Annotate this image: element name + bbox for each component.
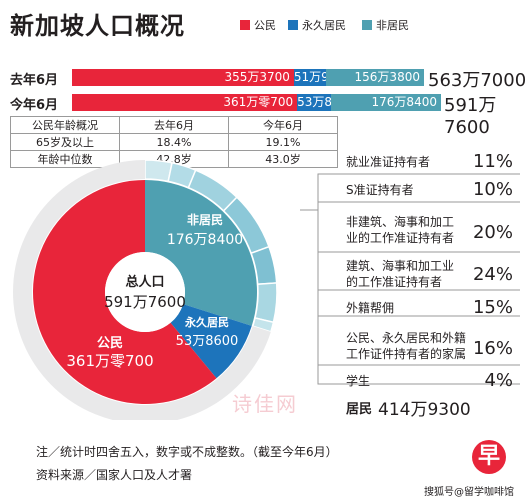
bar-segment-citizens: 355万3700 xyxy=(72,69,294,86)
table-cell: 19.1% xyxy=(228,133,338,151)
breakdown-label: 外籍帮佣 xyxy=(346,301,395,315)
bar-row-label: 今年6月 xyxy=(10,98,59,113)
table-cell: 65岁及以上 xyxy=(10,133,120,151)
population-donut-chart: 总人口 591万7600 非居民 176万8400 永久居民 53万8600 公… xyxy=(13,160,278,420)
breakdown-pct: 10% xyxy=(472,179,513,200)
footer-credit: 搜狐号@留学咖啡馆 xyxy=(424,487,514,498)
breakdown-pct: 11% xyxy=(472,151,513,172)
connector-line xyxy=(300,201,520,211)
connector-line xyxy=(300,209,520,385)
breakdown-label: 学生 xyxy=(346,374,371,388)
table-cell: 年龄中位数 xyxy=(10,150,120,168)
table-header-row: 公民年龄概况 去年6月 今年6月 xyxy=(10,116,338,134)
nonres-breakdown-ring xyxy=(13,160,278,420)
donut-slice-pr xyxy=(170,304,252,379)
donut-value-pr: 53万8600 xyxy=(176,334,239,349)
donut-center-value: 591万7600 xyxy=(104,293,186,311)
breakdown-pct: 4% xyxy=(484,370,513,391)
breakdown-label: 建筑、海事和加工业的工作准证持有者 xyxy=(346,259,455,289)
residents-value: 414万9300 xyxy=(378,400,471,420)
legend-swatch-nonres xyxy=(362,20,372,30)
donut-label-citizens: 公民 xyxy=(97,336,123,351)
age-profile-table: 公民年龄概况 去年6月 今年6月 65岁及以上 18.4% 19.1% 年龄中位… xyxy=(10,116,338,168)
page-title: 新加坡人口概况 xyxy=(10,12,185,40)
logo-icon: 早 xyxy=(472,440,506,474)
population-donut xyxy=(33,180,257,404)
donut-label-nonres: 非居民 xyxy=(187,212,223,227)
breakdown-pct: 20% xyxy=(472,222,513,243)
legend-label-pr: 永久居民 xyxy=(302,19,346,32)
connector-lines xyxy=(300,173,520,385)
table-cell: 18.4% xyxy=(119,133,229,151)
breakdown-label: 非建筑、海事和加工业的工作准证持有者 xyxy=(346,215,455,245)
donut-slice-citizens xyxy=(33,180,217,404)
watermark: 诗佳网 xyxy=(232,392,298,416)
donut-slice-nonres xyxy=(145,180,257,326)
legend-label-citizens: 公民 xyxy=(254,19,276,32)
legend-swatch-citizens xyxy=(240,20,250,30)
legend-citizens: 公民 xyxy=(240,17,276,33)
breakdown-label: S准证持有者 xyxy=(346,183,414,197)
bar-row-label: 去年6月 xyxy=(10,73,59,88)
table-header: 公民年龄概况 xyxy=(10,116,120,134)
donut-center xyxy=(105,252,185,332)
bar-segment-nonres: 156万3800 xyxy=(326,69,424,86)
table-cell: 43.0岁 xyxy=(228,150,338,168)
bar-segment-nonres: 176万8400 xyxy=(330,94,441,111)
bar-row-last-year: 355万3700 51万9500 156万3800 xyxy=(72,69,424,86)
footnote: 注／统计时四舍五入，数字或不成整数。（截至今年6月） xyxy=(36,445,338,459)
donut-value-citizens: 361万零700 xyxy=(66,352,153,370)
residents-label: 居民 xyxy=(346,402,373,417)
breakdown-label: 就业准证持有者 xyxy=(346,155,431,169)
legend-pr: 永久居民 xyxy=(288,17,346,33)
bar-segment-pr: 53万8600 xyxy=(297,94,331,111)
table-row: 年龄中位数 42.8岁 43.0岁 xyxy=(10,150,338,168)
bar-total: 591万7600 xyxy=(444,95,497,138)
breakdown-label: 公民、永久居民和外籍工作证件持有者的家属 xyxy=(346,331,467,361)
donut-value-nonres: 176万8400 xyxy=(167,232,243,248)
bar-segment-citizens: 361万零700 xyxy=(72,94,298,111)
legend-nonres: 非居民 xyxy=(362,17,409,33)
donut-label-pr: 永久居民 xyxy=(184,315,229,329)
table-row: 65岁及以上 18.4% 19.1% xyxy=(10,133,338,151)
bar-segment-pr: 51万9500 xyxy=(293,69,327,86)
legend-label-nonres: 非居民 xyxy=(376,19,409,32)
bar-row-this-year: 361万零700 53万8600 176万8400 xyxy=(72,94,441,111)
bar-total: 563万7000 xyxy=(428,70,527,91)
breakdown-pct: 15% xyxy=(472,297,513,318)
table-header: 去年6月 xyxy=(119,116,229,134)
donut-center-label: 总人口 xyxy=(125,274,164,290)
table-header: 今年6月 xyxy=(228,116,338,134)
breakdown-pct: 24% xyxy=(472,264,513,285)
legend-swatch-pr xyxy=(288,20,298,30)
breakdown-pct: 16% xyxy=(472,338,513,359)
source-note: 资料来源／国家人口及人才署 xyxy=(36,468,193,482)
